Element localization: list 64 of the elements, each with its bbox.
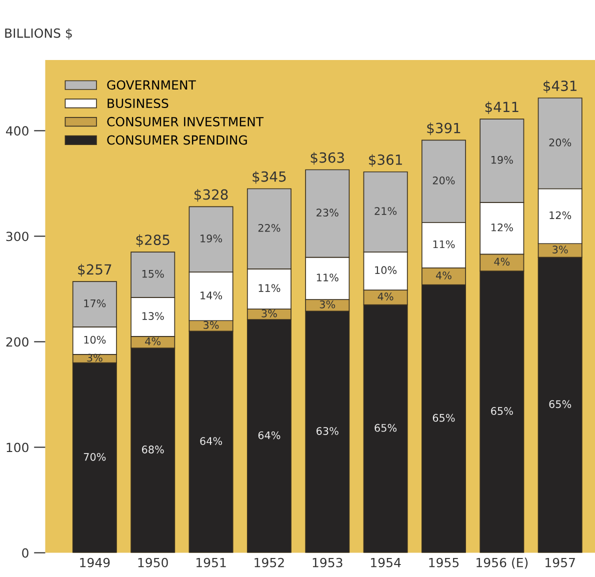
annotation: 70% [84,452,106,461]
annotation: 14% [200,292,222,300]
x-tick-label: 1952 [254,558,284,568]
annotation: 12% [550,211,572,220]
y-tick-label: 300 [6,232,28,242]
annotation: 11% [316,274,338,282]
legend-label: CONSUMER INVESTMENT [107,116,264,126]
x-tick-label: 1950 [138,558,168,568]
legend-label: CONSUMER SPENDING [107,135,247,145]
annotation: 19% [200,234,222,242]
y-tick-label: 200 [6,337,28,347]
annotation: 19% [491,156,513,164]
annotation: 23% [316,208,338,217]
annotation: 3% [204,321,219,329]
annotation: 20% [432,176,455,184]
annotation: 4% [145,337,161,346]
annotation: 4% [494,258,510,266]
x-tick-label: 1957 [546,558,575,568]
annotation: 22% [258,224,280,232]
total-label: $431 [544,80,576,93]
total-label: $257 [78,264,112,277]
annotation: 11% [433,240,455,248]
annotation: 4% [436,271,452,280]
annotation: 3% [320,300,336,308]
legend-label: GOVERNMENT [107,80,196,90]
annotation: 64% [200,437,222,445]
annotation: 3% [262,309,277,318]
annotation: 12% [491,223,513,232]
annotation: 65% [491,407,513,415]
annotation: 17% [84,299,106,308]
annotation: 21% [374,207,397,215]
annotation: 15% [142,270,164,278]
annotation: 10% [84,336,106,344]
y-tick-label: 100 [6,442,28,452]
annotation: 20% [549,138,572,146]
annotation: 63% [316,427,338,435]
x-tick-label: 1956 (E) [476,558,528,569]
annotation: 65% [432,414,455,422]
x-tick-label: 1954 [371,558,401,568]
annotation: 65% [374,424,397,432]
total-label: $411 [485,101,518,114]
total-label: $285 [136,234,170,247]
y-tick-label: 400 [6,126,28,136]
x-tick-label: 1949 [80,558,110,568]
y-axis-title: BILLIONS $ [5,28,72,40]
annotation: 11% [258,284,280,292]
annotation: 68% [142,446,164,454]
annotation: 10% [375,266,397,274]
annotation: 3% [552,246,568,254]
annotation: 65% [549,400,572,408]
annotation: 3% [87,354,102,362]
total-label: $361 [369,154,402,167]
annotation: 64% [258,431,280,440]
x-tick-label: 1955 [429,558,459,568]
legend-label: BUSINESS [108,98,168,108]
annotation: 13% [142,312,164,320]
y-tick-label: 0 [22,548,28,558]
x-tick-label: 1951 [196,558,226,568]
total-label: $363 [310,152,344,165]
annotation: 4% [378,292,394,300]
total-label: $391 [427,122,460,136]
x-tick-label: 1953 [312,558,342,568]
total-label: $328 [194,189,228,202]
total-label: $345 [252,171,286,184]
